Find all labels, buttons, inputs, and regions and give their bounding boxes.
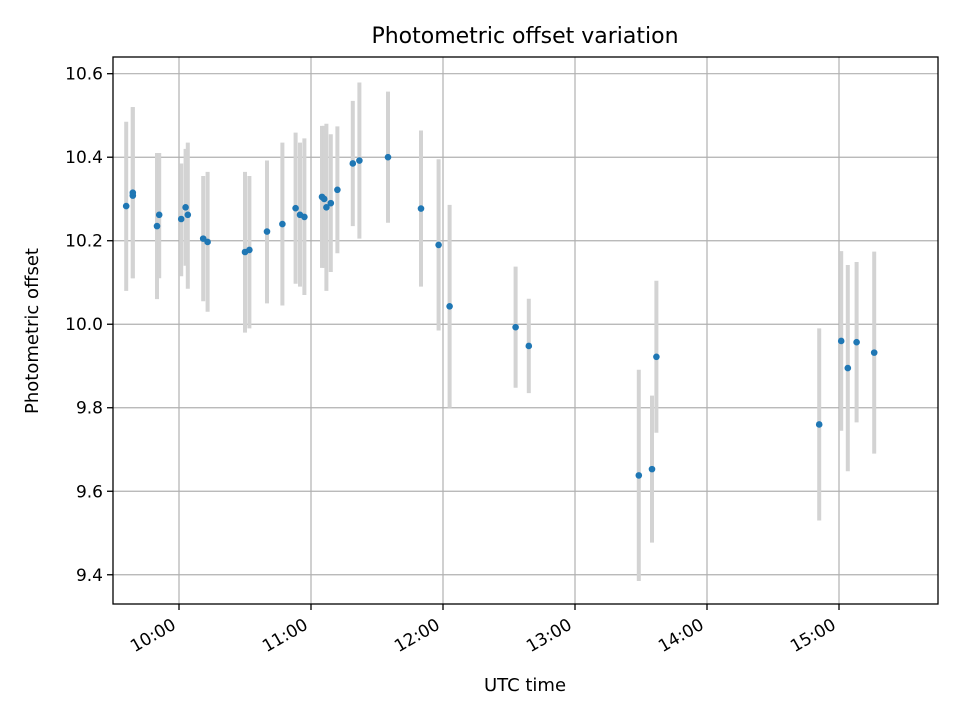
data-point: [246, 246, 253, 254]
y-tick-label: 9.8: [76, 399, 103, 419]
data-point: [184, 211, 192, 219]
data-point: [870, 349, 878, 356]
plot-frame: [112, 56, 939, 605]
data-point: [853, 338, 860, 346]
y-tick-label: 10.4: [65, 148, 103, 168]
data-point: [327, 199, 335, 207]
data-point: [384, 153, 392, 161]
data-point: [512, 323, 519, 331]
data-point: [122, 202, 130, 210]
chart-title: Photometric offset variation: [371, 24, 678, 49]
data-point: [844, 364, 852, 372]
data-point: [292, 204, 299, 212]
data-point: [301, 213, 308, 221]
data-point: [435, 241, 442, 249]
data-point: [525, 342, 533, 350]
data-point: [648, 465, 656, 473]
data-point: [153, 222, 161, 230]
data-point: [334, 186, 341, 194]
data-point: [446, 302, 453, 310]
y-tick-label: 10.6: [65, 65, 103, 85]
data-point: [279, 220, 286, 228]
data-point: [182, 204, 189, 211]
data-point: [635, 472, 643, 479]
data-point: [837, 337, 845, 345]
data-point: [263, 228, 271, 235]
data-point: [815, 421, 823, 428]
data-point: [323, 204, 330, 211]
data-point: [129, 189, 137, 197]
x-axis-label: UTC time: [484, 675, 566, 696]
y-tick-label: 9.4: [76, 566, 103, 586]
y-tick-label: 10.2: [65, 232, 103, 252]
data-point: [320, 195, 328, 203]
data-point: [653, 353, 660, 361]
data-point: [349, 160, 357, 167]
y-axis-ticks: 9.4 9.6 9.8 10.0 10.2 10.4 10.6: [65, 65, 113, 586]
y-axis-label: Photometric offset: [22, 248, 43, 414]
data-point: [177, 215, 185, 223]
data-points: [122, 153, 878, 479]
y-tick-label: 9.6: [76, 482, 103, 502]
data-point: [417, 205, 425, 212]
data-point: [356, 157, 363, 164]
data-point: [204, 238, 211, 246]
y-tick-label: 10.0: [65, 315, 103, 335]
data-point: [155, 211, 163, 219]
